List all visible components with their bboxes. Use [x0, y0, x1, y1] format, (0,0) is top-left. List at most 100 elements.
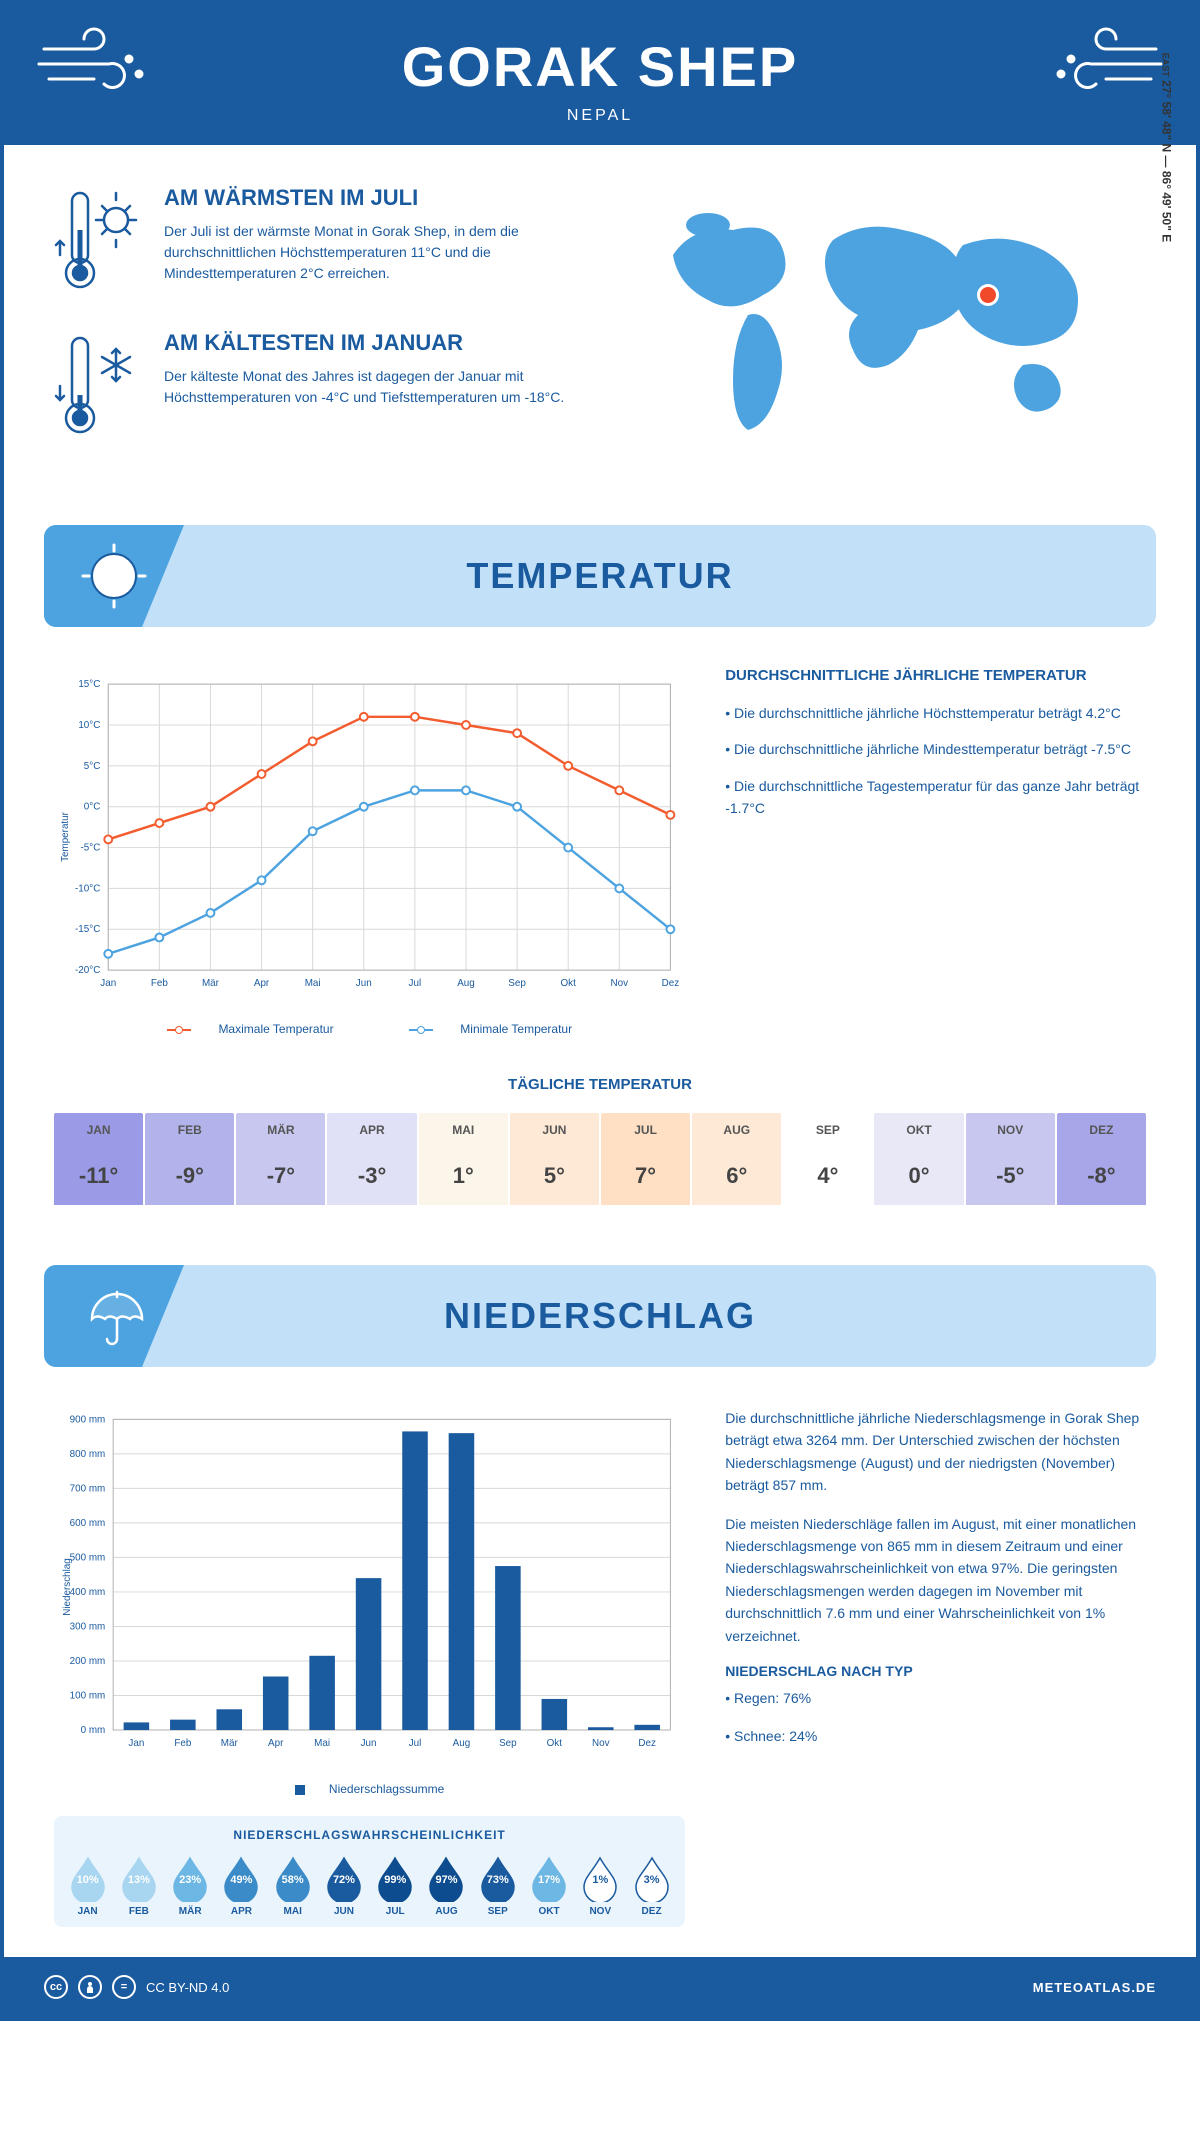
svg-text:Okt: Okt — [547, 1738, 563, 1749]
svg-text:10°C: 10°C — [78, 720, 100, 731]
nd-icon: = — [112, 1975, 136, 1999]
svg-text:Sep: Sep — [508, 978, 526, 989]
umbrella-icon — [82, 1284, 147, 1349]
fact-coldest: AM KÄLTESTEN IM JANUAR Der kälteste Mona… — [54, 330, 580, 440]
svg-text:Aug: Aug — [457, 978, 475, 989]
month-cell: JUN5° — [510, 1113, 599, 1205]
svg-text:700 mm: 700 mm — [70, 1483, 106, 1494]
precipitation-bar-chart: 0 mm 100 mm 200 mm 300 mm 400 mm 500 mm 600 mm… — [54, 1407, 685, 1767]
wind-icon — [34, 24, 154, 104]
month-cell: JAN-11° — [54, 1113, 143, 1205]
svg-text:Okt: Okt — [561, 978, 577, 989]
svg-text:100 mm: 100 mm — [70, 1690, 106, 1701]
section-title: TEMPERATUR — [64, 555, 1136, 597]
probability-drop: 72% JUN — [320, 1854, 367, 1917]
probability-drop: 13% FEB — [115, 1854, 162, 1917]
svg-text:900 mm: 900 mm — [70, 1414, 106, 1425]
fact-cold-text: Der kälteste Monat des Jahres ist dagege… — [164, 366, 580, 408]
svg-text:Mär: Mär — [221, 1738, 239, 1749]
svg-text:-20°C: -20°C — [75, 965, 100, 976]
svg-text:-5°C: -5°C — [81, 843, 101, 854]
page-subtitle: NEPAL — [24, 107, 1176, 125]
svg-text:Sep: Sep — [499, 1738, 517, 1749]
svg-text:0°C: 0°C — [84, 802, 101, 813]
svg-text:Dez: Dez — [662, 978, 680, 989]
svg-text:500 mm: 500 mm — [70, 1552, 106, 1563]
chart-legend: Maximale Temperatur Minimale Temperatur — [54, 1022, 685, 1036]
section-header-precipitation: NIEDERSCHLAG — [44, 1265, 1156, 1367]
svg-text:Mär: Mär — [202, 978, 220, 989]
svg-text:Apr: Apr — [254, 978, 270, 989]
fact-cold-title: AM KÄLTESTEN IM JANUAR — [164, 330, 580, 356]
probability-drop: 23% MÄR — [167, 1854, 214, 1917]
svg-text:Jun: Jun — [356, 978, 372, 989]
bar-chart-legend: Niederschlagssumme — [54, 1782, 685, 1796]
svg-text:5°C: 5°C — [84, 761, 101, 772]
month-cell: MÄR-7° — [236, 1113, 325, 1205]
month-cell: FEB-9° — [145, 1113, 234, 1205]
svg-text:-10°C: -10°C — [75, 883, 100, 894]
svg-text:Apr: Apr — [268, 1738, 284, 1749]
month-cell: OKT0° — [874, 1113, 963, 1205]
temperature-summary: DURCHSCHNITTLICHE JÄHRLICHE TEMPERATUR •… — [725, 667, 1146, 1036]
header: GORAK SHEP NEPAL — [4, 4, 1196, 145]
precipitation-summary: Die durchschnittliche jährliche Niedersc… — [725, 1407, 1146, 1927]
probability-drop: 58% MAI — [269, 1854, 316, 1917]
footer: cc = CC BY-ND 4.0 METEOATLAS.DE — [4, 1957, 1196, 2017]
fact-warm-text: Der Juli ist der wärmste Monat in Gorak … — [164, 221, 580, 284]
cc-icon: cc — [44, 1975, 68, 1999]
svg-text:Jul: Jul — [409, 1738, 422, 1749]
section-title: NIEDERSCHLAG — [64, 1295, 1136, 1337]
svg-text:Niederschlag: Niederschlag — [62, 1558, 73, 1616]
month-cell: DEZ-8° — [1057, 1113, 1146, 1205]
svg-text:Jan: Jan — [100, 978, 116, 989]
svg-text:Temperatur: Temperatur — [60, 811, 71, 862]
month-cell: AUG6° — [692, 1113, 781, 1205]
probability-drop: 99% JUL — [372, 1854, 419, 1917]
probability-drop: 10% JAN — [64, 1854, 111, 1917]
svg-text:Mai: Mai — [314, 1738, 330, 1749]
sun-icon — [79, 541, 149, 611]
svg-text:200 mm: 200 mm — [70, 1656, 106, 1667]
probability-drop: 1% NOV — [577, 1854, 624, 1917]
precipitation-probability: NIEDERSCHLAGSWAHRSCHEINLICHKEIT 10% JAN … — [54, 1816, 685, 1927]
brand: METEOATLAS.DE — [1033, 1980, 1156, 1995]
world-map — [620, 185, 1146, 465]
thermometer-sun-icon — [54, 185, 144, 295]
svg-text:Aug: Aug — [453, 1738, 471, 1749]
probability-drop: 97% AUG — [423, 1854, 470, 1917]
svg-text:Nov: Nov — [592, 1738, 610, 1749]
svg-text:600 mm: 600 mm — [70, 1518, 106, 1529]
thermometer-snow-icon — [54, 330, 144, 440]
month-cell: NOV-5° — [966, 1113, 1055, 1205]
svg-text:300 mm: 300 mm — [70, 1621, 106, 1632]
svg-text:-15°C: -15°C — [75, 924, 100, 935]
section-header-temperature: TEMPERATUR — [44, 525, 1156, 627]
daily-temperature-table: TÄGLICHE TEMPERATUR JAN-11°FEB-9°MÄR-7°A… — [4, 1066, 1196, 1245]
intro-section: AM WÄRMSTEN IM JULI Der Juli ist der wär… — [4, 145, 1196, 505]
svg-text:0 mm: 0 mm — [81, 1725, 106, 1736]
svg-text:Feb: Feb — [174, 1738, 192, 1749]
month-cell: MAI1° — [419, 1113, 508, 1205]
wind-icon — [1046, 24, 1166, 104]
probability-drop: 3% DEZ — [628, 1854, 675, 1917]
fact-warm-title: AM WÄRMSTEN IM JULI — [164, 185, 580, 211]
svg-text:Mai: Mai — [305, 978, 321, 989]
fact-warmest: AM WÄRMSTEN IM JULI Der Juli ist der wär… — [54, 185, 580, 295]
svg-text:15°C: 15°C — [78, 679, 100, 690]
temperature-line-chart: -20°C -15°C -10°C -5°C 0°C 5°C 10°C 15°C Jan Feb M… — [54, 667, 685, 1036]
svg-text:Nov: Nov — [611, 978, 629, 989]
month-cell: JUL7° — [601, 1113, 690, 1205]
month-cell: SEP4° — [783, 1113, 872, 1205]
svg-text:Jul: Jul — [409, 978, 422, 989]
svg-text:Dez: Dez — [638, 1738, 656, 1749]
svg-text:800 mm: 800 mm — [70, 1449, 106, 1460]
by-icon — [78, 1975, 102, 1999]
svg-text:Feb: Feb — [151, 978, 169, 989]
month-cell: APR-3° — [327, 1113, 416, 1205]
svg-text:Jun: Jun — [361, 1738, 377, 1749]
svg-text:400 mm: 400 mm — [70, 1587, 106, 1598]
svg-text:Jan: Jan — [128, 1738, 144, 1749]
license-text: CC BY-ND 4.0 — [146, 1980, 229, 1995]
probability-drop: 49% APR — [218, 1854, 265, 1917]
